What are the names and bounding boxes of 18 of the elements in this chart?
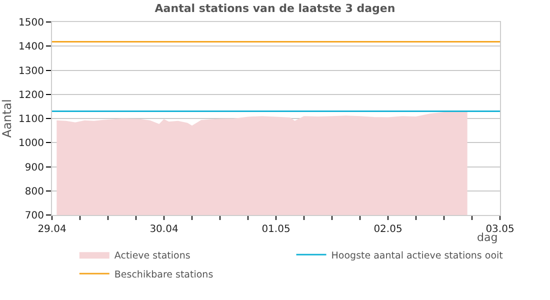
y-tick-label: 1500 bbox=[18, 18, 44, 28]
legend-label: Hoogste aantal actieve stations ooit bbox=[331, 250, 504, 262]
x-tick-label: 29.04 bbox=[38, 224, 66, 235]
y-axis-title: Aantal bbox=[0, 99, 14, 138]
y-tick-label: 1300 bbox=[18, 66, 44, 77]
y-tick-label: 800 bbox=[24, 186, 44, 198]
x-tick-label: 02.05 bbox=[374, 224, 402, 235]
x-tick-label: 01.05 bbox=[262, 224, 290, 235]
legend-label: Actieve stations bbox=[114, 250, 190, 262]
y-tick-label: 1000 bbox=[18, 138, 44, 150]
x-tick-label: 30.04 bbox=[150, 224, 178, 235]
y-tick-label: 1400 bbox=[18, 42, 44, 53]
y-tick-label: 1100 bbox=[18, 114, 44, 125]
chart-title: Aantal stations van de laatste 3 dagen bbox=[154, 2, 396, 16]
y-tick-label: 900 bbox=[24, 162, 44, 174]
y-tick-label: 700 bbox=[24, 210, 44, 222]
y-tick-label: 1200 bbox=[18, 90, 44, 101]
legend-label: Beschikbare stations bbox=[114, 269, 214, 280]
